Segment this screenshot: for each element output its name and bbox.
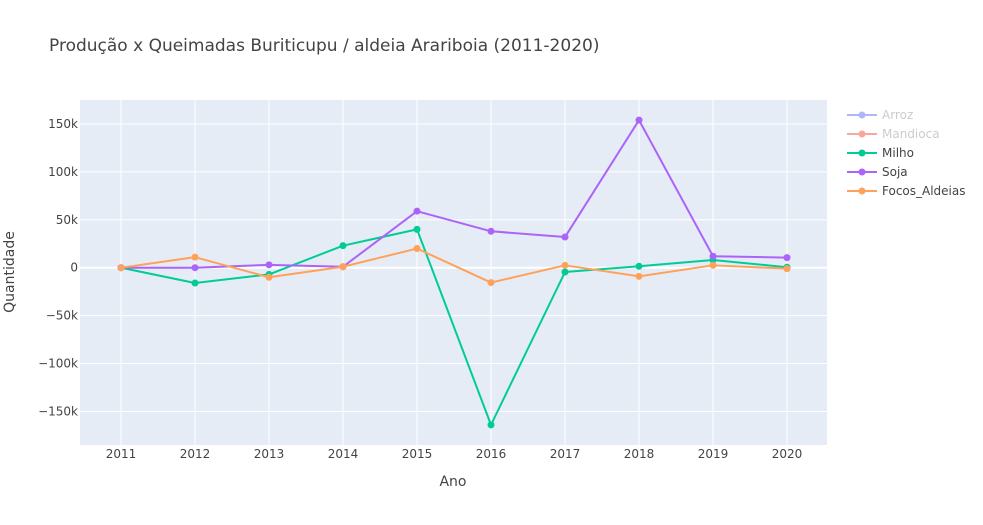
series-line-milho (120, 228, 788, 426)
data-point-milho[interactable] (339, 242, 347, 250)
y-axis-title: Quantidade (2, 231, 18, 313)
legend-item-soja[interactable]: Soja (847, 165, 908, 179)
y-tick-label: 50k (56, 213, 78, 227)
data-point-soja[interactable] (487, 227, 495, 235)
legend-swatch-marker (858, 130, 866, 138)
y-tick-label: 0 (70, 261, 78, 275)
data-point-focos-aldeias[interactable] (783, 265, 791, 273)
data-point-focos-aldeias[interactable] (635, 272, 643, 280)
plot-area[interactable] (80, 100, 827, 445)
y-tick-label: −100k (38, 357, 78, 371)
x-tick-label: 2017 (550, 447, 581, 461)
y-tick-label: −50k (46, 309, 78, 323)
data-point-soja[interactable] (783, 254, 791, 262)
data-point-soja[interactable] (635, 116, 643, 124)
data-point-milho[interactable] (635, 262, 643, 270)
data-point-focos-aldeias[interactable] (339, 263, 347, 271)
legend: Arroz Mandioca Milho Soja Focos_Aldeias (847, 108, 966, 198)
legend-swatch-marker (858, 187, 866, 195)
data-point-soja[interactable] (191, 264, 199, 272)
x-tick-label: 2012 (180, 447, 211, 461)
x-tick-label: 2011 (106, 447, 137, 461)
data-point-soja[interactable] (265, 261, 273, 269)
legend-swatch-marker (858, 111, 866, 119)
legend-item-focos-aldeias[interactable]: Focos_Aldeias (847, 184, 966, 198)
x-tick-label: 2014 (328, 447, 359, 461)
y-tick-label: 100k (48, 165, 78, 179)
data-point-focos-aldeias[interactable] (265, 273, 273, 281)
x-tick-label: 2018 (624, 447, 655, 461)
legend-item-arroz[interactable]: Arroz (847, 108, 913, 122)
legend-label: Mandioca (882, 127, 940, 141)
legend-label: Soja (882, 165, 908, 179)
x-tick-label: 2019 (698, 447, 729, 461)
data-point-focos-aldeias[interactable] (487, 279, 495, 287)
data-point-focos-aldeias[interactable] (709, 261, 717, 269)
data-point-milho[interactable] (561, 268, 569, 276)
x-tick-label: 2015 (402, 447, 433, 461)
data-point-soja[interactable] (709, 252, 717, 260)
legend-swatch-marker (858, 149, 866, 157)
data-point-focos-aldeias[interactable] (117, 264, 125, 272)
legend-item-milho[interactable]: Milho (847, 146, 914, 160)
legend-item-mandioca[interactable]: Mandioca (847, 127, 940, 141)
x-axis-ticks: 2011 2012 2013 2014 2015 2016 2017 2018 2019 2020 (106, 447, 803, 461)
data-point-soja[interactable] (561, 233, 569, 241)
series-layer (117, 116, 791, 429)
y-tick-label: −150k (38, 404, 78, 418)
data-point-milho[interactable] (487, 421, 495, 429)
series-line-focos-aldeias (120, 247, 788, 284)
x-tick-label: 2013 (254, 447, 285, 461)
x-axis-title: Ano (439, 474, 466, 490)
legend-label: Focos_Aldeias (882, 184, 966, 198)
data-point-milho[interactable] (413, 225, 421, 233)
data-point-milho[interactable] (191, 279, 199, 287)
data-point-soja[interactable] (413, 207, 421, 215)
legend-label: Arroz (882, 108, 913, 122)
data-point-focos-aldeias[interactable] (413, 245, 421, 253)
legend-swatch-marker (858, 168, 866, 176)
legend-label: Milho (882, 146, 914, 160)
series-focos-aldeias (117, 245, 791, 287)
y-tick-label: 150k (48, 117, 78, 131)
x-tick-label: 2016 (476, 447, 507, 461)
x-tick-label: 2020 (772, 447, 803, 461)
chart-title: Produção x Queimadas Buriticupu / aldeia… (49, 36, 599, 56)
data-point-focos-aldeias[interactable] (561, 261, 569, 269)
data-point-focos-aldeias[interactable] (191, 253, 199, 261)
y-axis-ticks: 150k 100k 50k 0 −50k −100k −150k (38, 117, 78, 419)
